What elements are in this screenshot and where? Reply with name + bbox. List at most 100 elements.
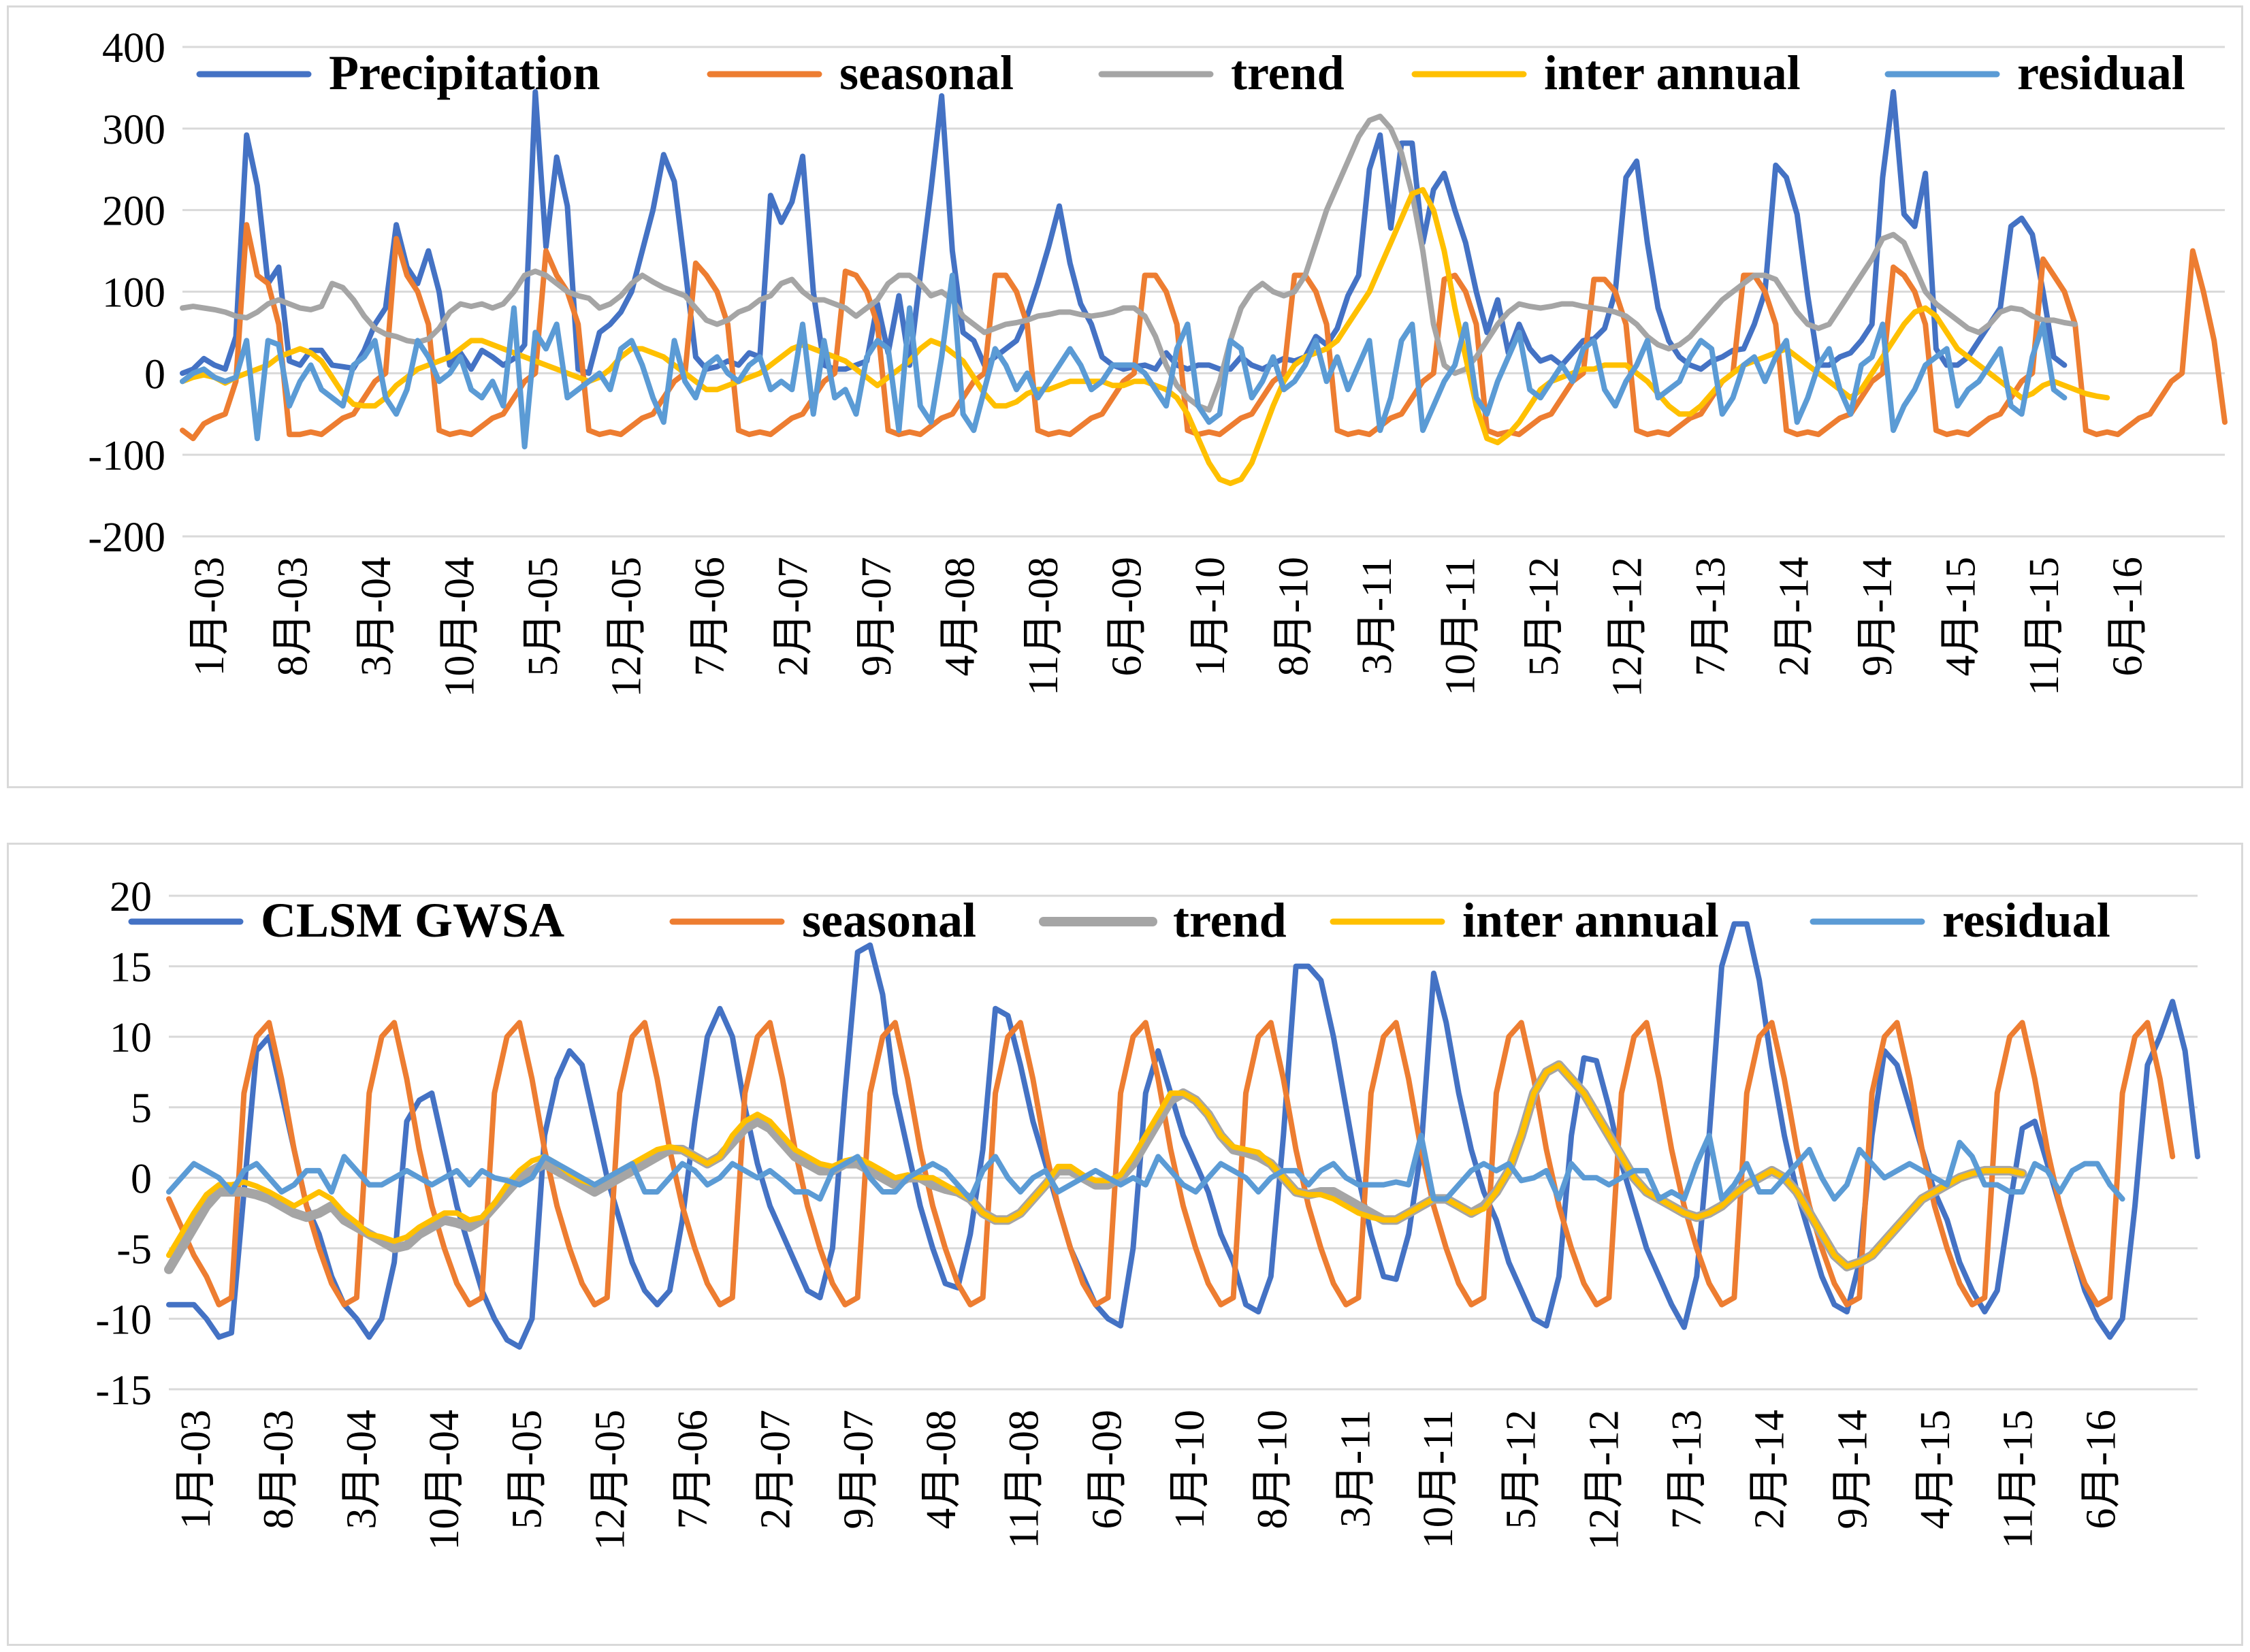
- legend-label: Precipitation: [329, 46, 600, 100]
- legend-item-clsm-gwsa: CLSM GWSA: [128, 893, 564, 948]
- y-tick-labels: 400 300 200 100 0 -100 -200: [88, 25, 165, 561]
- series-line-clsm-gwsa: [166, 921, 2200, 1350]
- legend-item-residual: residual: [1810, 893, 2110, 948]
- x-tick-label: 4月-15: [1938, 557, 1984, 677]
- x-tick-label: 5月-05: [504, 1410, 551, 1529]
- x-tick-label: 7月-06: [687, 557, 733, 677]
- x-tick-label: 7月-06: [670, 1410, 716, 1529]
- x-tick-label: 9月-07: [835, 1410, 882, 1529]
- legend-item-trend: trend: [1098, 46, 1345, 100]
- x-tick-label: 4月-15: [1912, 1410, 1959, 1529]
- clsm-gwsa-chart: 20 15 10 5 0 -5 -10 -15 1月-03 8月-03 3月-04 10月-04 5月-…: [95, 874, 2200, 1551]
- x-tick-label: 3月-11: [1354, 557, 1400, 675]
- x-tick-label: 10月-11: [1438, 557, 1484, 696]
- x-tick-label: 6月-16: [2105, 557, 2151, 677]
- series-line-inter-annual: [180, 187, 2110, 487]
- x-tick-label: 1月-03: [173, 1410, 219, 1529]
- x-tick-label: 9月-07: [854, 557, 900, 677]
- series-line-precipitation: [180, 88, 2068, 376]
- x-tick-label: 8月-03: [270, 557, 317, 677]
- legend-label: residual: [2017, 46, 2185, 100]
- x-tick-label: 11月-08: [1020, 557, 1067, 696]
- x-tick-label: 8月-10: [1271, 557, 1317, 677]
- x-tick-label: 3月-04: [353, 557, 400, 677]
- x-tick-label: 2月-07: [753, 1410, 799, 1529]
- legend-item-seasonal: seasonal: [707, 46, 1014, 100]
- legend-item-inter-annual: inter annual: [1330, 893, 1719, 948]
- legend-label: seasonal: [839, 46, 1014, 100]
- x-tick-label: 10月-04: [421, 1410, 468, 1551]
- y-tick-label: 100: [102, 270, 165, 317]
- series-line-inter-annual: [166, 1062, 2025, 1269]
- legend-label: residual: [1942, 893, 2110, 948]
- x-tick-label: 5月-05: [520, 557, 566, 677]
- x-tick-label: 10月-04: [437, 557, 483, 698]
- series-line-residual: [180, 272, 2068, 450]
- x-tick-labels: 1月-03 8月-03 3月-04 10月-04 5月-05 12月-05 7月-06 2月-…: [173, 1410, 2124, 1551]
- x-tick-label: 2月-07: [771, 557, 817, 677]
- legend: CLSM GWSA seasonal trend inter annual residu…: [128, 893, 2110, 948]
- legend: Precipitation seasonal trend inter annual re…: [196, 46, 2185, 100]
- legend-item-precipitation: Precipitation: [196, 46, 600, 100]
- y-tick-label: 200: [102, 189, 165, 235]
- x-tick-label: 9月-14: [1854, 557, 1901, 677]
- legend-item-residual: residual: [1884, 46, 2185, 100]
- x-tick-label: 11月-15: [2021, 557, 2068, 696]
- x-tick-label: 3月-11: [1332, 1410, 1379, 1527]
- y-tick-label: -15: [95, 1367, 152, 1414]
- legend-item-seasonal: seasonal: [669, 893, 976, 948]
- y-tick-label: 300: [102, 107, 165, 153]
- precipitation-chart-panel: 400 300 200 100 0 -100 -200 1月-03 8月-03 3月-04 10月-…: [7, 5, 2243, 788]
- x-tick-label: 12月-12: [1581, 1410, 1627, 1551]
- y-tick-label: 15: [110, 945, 152, 991]
- series-line-seasonal: [166, 1020, 2176, 1308]
- x-tick-label: 11月-15: [1995, 1410, 2042, 1549]
- x-tick-label: 4月-08: [918, 1410, 965, 1529]
- legend-label: trend: [1173, 893, 1287, 948]
- x-tick-label: 10月-11: [1415, 1410, 1462, 1549]
- legend-item-inter-annual: inter annual: [1411, 46, 1801, 100]
- x-tick-label: 2月-14: [1747, 1410, 1793, 1529]
- x-tick-label: 2月-14: [1771, 557, 1818, 677]
- gridlines: [182, 46, 2225, 538]
- y-tick-label: 400: [102, 25, 165, 71]
- x-tick-label: 1月-10: [1167, 1410, 1213, 1529]
- x-tick-label: 11月-08: [1001, 1410, 1048, 1549]
- x-tick-label: 8月-10: [1250, 1410, 1296, 1529]
- x-tick-label: 5月-12: [1521, 557, 1567, 677]
- legend-label: trend: [1231, 46, 1345, 100]
- precipitation-chart: 400 300 200 100 0 -100 -200 1月-03 8月-03 3月-04 10月-…: [88, 25, 2228, 698]
- x-tick-labels: 1月-03 8月-03 3月-04 10月-04 5月-05 12月-05 7月-06 2月-…: [187, 557, 2151, 698]
- y-tick-label: 5: [131, 1086, 152, 1132]
- y-tick-label: 0: [144, 351, 165, 398]
- series-line-residual: [166, 1133, 2125, 1202]
- x-tick-label: 6月-09: [1104, 557, 1151, 677]
- x-tick-label: 1月-10: [1187, 557, 1234, 677]
- y-tick-label: -200: [88, 515, 165, 561]
- x-tick-label: 12月-05: [587, 1410, 633, 1551]
- gridlines: [169, 894, 2198, 1391]
- legend-label: inter annual: [1462, 893, 1719, 948]
- legend-item-trend: trend: [1039, 893, 1287, 948]
- x-tick-label: 12月-05: [604, 557, 650, 698]
- y-tick-label: 10: [110, 1015, 152, 1061]
- x-tick-label: 12月-12: [1605, 557, 1651, 698]
- series-lines: [180, 88, 2228, 487]
- series-line-trend: [180, 113, 2078, 413]
- x-tick-label: 6月-16: [2078, 1410, 2124, 1529]
- x-tick-label: 5月-12: [1498, 1410, 1545, 1529]
- y-tick-label: -10: [95, 1297, 152, 1343]
- y-tick-labels: 20 15 10 5 0 -5 -10 -15: [95, 874, 152, 1414]
- x-tick-label: 6月-09: [1084, 1410, 1130, 1529]
- legend-label: CLSM GWSA: [261, 893, 564, 948]
- series-lines: [164, 921, 2200, 1350]
- x-tick-label: 9月-14: [1829, 1410, 1876, 1529]
- x-tick-label: 8月-03: [256, 1410, 302, 1529]
- x-tick-label: 3月-04: [338, 1410, 385, 1529]
- legend-label: seasonal: [802, 893, 976, 948]
- y-tick-label: -100: [88, 433, 165, 479]
- y-tick-label: 20: [110, 874, 152, 920]
- y-tick-label: -5: [116, 1227, 152, 1273]
- x-tick-label: 4月-08: [937, 557, 984, 677]
- x-tick-label: 7月-13: [1664, 1410, 1710, 1529]
